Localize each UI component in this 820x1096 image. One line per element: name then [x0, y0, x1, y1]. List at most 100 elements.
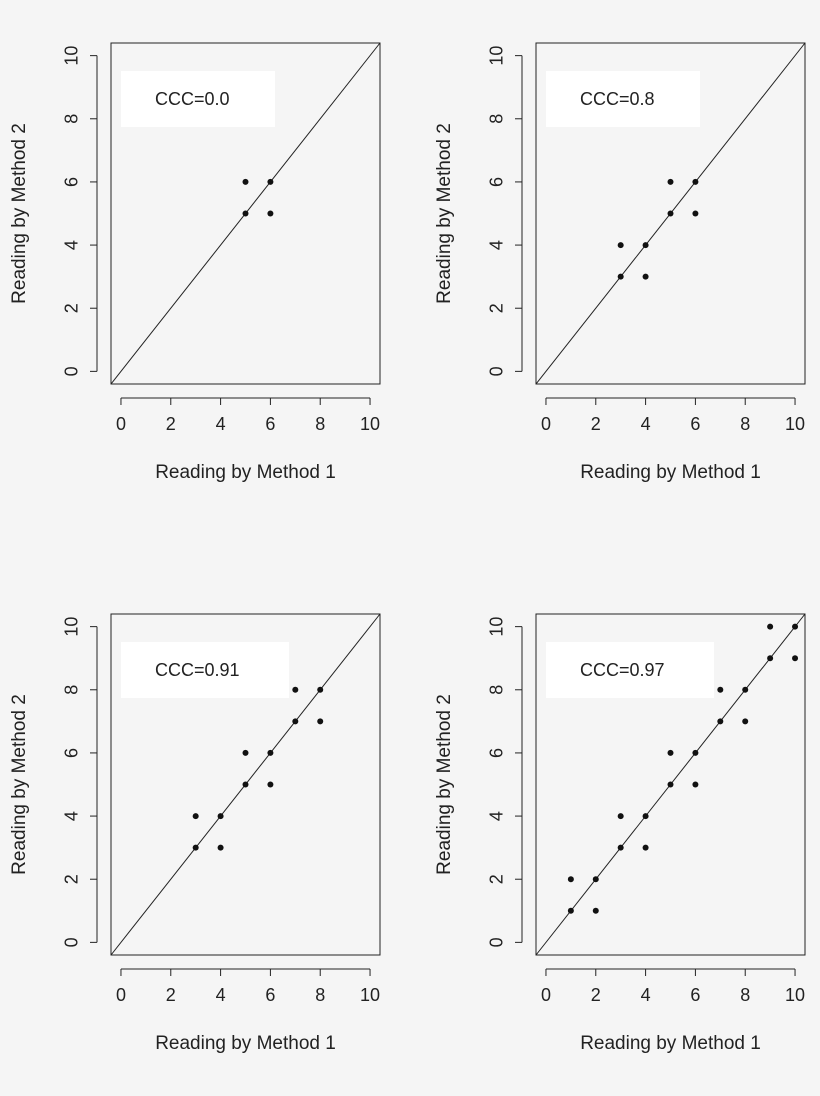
x-tick-label: 8	[315, 985, 325, 1005]
y-tick-label: 10	[487, 617, 507, 637]
x-tick-label: 0	[541, 985, 551, 1005]
y-tick-label: 8	[62, 685, 82, 695]
y-tick-label: 0	[487, 937, 507, 947]
y-tick-label: 8	[62, 114, 82, 124]
y-tick-label: 8	[487, 114, 507, 124]
data-point	[267, 210, 274, 217]
x-tick-label: 6	[690, 414, 700, 434]
y-axis-label: Reading by Method 2	[9, 694, 30, 875]
x-tick-label: 6	[690, 985, 700, 1005]
x-tick-label: 8	[315, 414, 325, 434]
x-tick-label: 0	[116, 985, 126, 1005]
y-tick-label: 0	[62, 366, 82, 376]
data-point	[667, 781, 674, 788]
data-point	[642, 813, 649, 820]
y-tick-label: 6	[487, 177, 507, 187]
data-point	[667, 210, 674, 217]
x-tick-label: 4	[216, 985, 226, 1005]
annotation-box	[121, 642, 289, 698]
x-tick-label: 0	[116, 414, 126, 434]
data-point	[667, 749, 674, 756]
x-tick-label: 8	[740, 985, 750, 1005]
data-point	[792, 623, 799, 630]
annotation-box	[121, 71, 275, 127]
data-point	[267, 178, 274, 185]
x-tick-label: 10	[360, 414, 380, 434]
y-tick-label: 2	[62, 303, 82, 313]
x-tick-label: 4	[641, 414, 651, 434]
data-point	[642, 844, 649, 851]
y-axis-label: Reading by Method 2	[9, 123, 30, 304]
data-point	[617, 813, 624, 820]
scatter-panel-3: CCC=0.91 0 2 4 6 8 10 Reading by Method 1 0 2 4 6 8 1…	[9, 613, 381, 1054]
y-axis-label: Reading by Method 2	[434, 123, 455, 304]
data-point	[317, 686, 324, 693]
y-tick-label: 0	[62, 937, 82, 947]
data-point	[692, 178, 699, 185]
y-tick-label: 8	[487, 685, 507, 695]
y-tick-label: 10	[62, 617, 82, 637]
x-tick-label: 2	[166, 985, 176, 1005]
scatter-panel-1: CCC=0.0 0 2 4 6 8 10 Reading by Method 1 0 2 4 6 8 10…	[9, 42, 381, 483]
data-point	[767, 655, 774, 662]
x-tick-label: 2	[166, 414, 176, 434]
data-point	[667, 178, 674, 185]
y-tick-label: 10	[62, 46, 82, 66]
plot-frame	[535, 613, 806, 956]
plot-frame	[110, 613, 381, 956]
y-tick-label: 4	[487, 240, 507, 250]
data-point	[217, 813, 224, 820]
data-point	[292, 686, 299, 693]
scatter-panel-2: CCC=0.8 0 2 4 6 8 10 Reading by Method 1 0 2 4 6 8 10…	[434, 42, 806, 483]
x-axis-label: Reading by Method 1	[580, 462, 761, 483]
y-tick-label: 4	[62, 240, 82, 250]
data-point	[742, 686, 749, 693]
x-axis-label: Reading by Method 1	[155, 1033, 336, 1054]
data-point	[567, 876, 574, 883]
y-tick-label: 2	[487, 874, 507, 884]
plot-frame	[110, 42, 381, 385]
data-point	[742, 718, 749, 725]
y-tick-label: 2	[487, 303, 507, 313]
x-tick-label: 4	[641, 985, 651, 1005]
x-tick-label: 8	[740, 414, 750, 434]
data-point	[217, 844, 224, 851]
x-tick-label: 2	[591, 985, 601, 1005]
x-tick-label: 0	[541, 414, 551, 434]
y-tick-label: 4	[62, 811, 82, 821]
data-point	[617, 844, 624, 851]
data-point	[692, 781, 699, 788]
annotation-box	[546, 642, 714, 698]
y-tick-label: 4	[487, 811, 507, 821]
plot-frame	[535, 42, 806, 385]
data-point	[242, 178, 249, 185]
data-point	[242, 749, 249, 756]
data-point	[642, 273, 649, 280]
x-tick-label: 10	[785, 985, 805, 1005]
data-point	[192, 813, 199, 820]
data-point	[267, 781, 274, 788]
data-point	[617, 242, 624, 249]
data-point	[767, 623, 774, 630]
x-tick-label: 6	[265, 985, 275, 1005]
data-point	[192, 844, 199, 851]
data-point	[317, 718, 324, 725]
ccc-annotation: CCC=0.8	[580, 89, 655, 109]
ccc-annotation: CCC=0.0	[155, 89, 230, 109]
data-point	[567, 907, 574, 914]
y-tick-label: 6	[62, 748, 82, 758]
y-tick-label: 2	[62, 874, 82, 884]
y-tick-label: 10	[487, 46, 507, 66]
data-point	[642, 242, 649, 249]
y-tick-label: 6	[487, 748, 507, 758]
x-tick-label: 6	[265, 414, 275, 434]
x-axis-label: Reading by Method 1	[155, 462, 336, 483]
data-point	[592, 907, 599, 914]
x-axis-label: Reading by Method 1	[580, 1033, 761, 1054]
ccc-annotation: CCC=0.91	[155, 660, 240, 680]
y-tick-label: 0	[487, 366, 507, 376]
data-point	[242, 210, 249, 217]
data-point	[692, 210, 699, 217]
data-point	[792, 655, 799, 662]
y-tick-label: 6	[62, 177, 82, 187]
